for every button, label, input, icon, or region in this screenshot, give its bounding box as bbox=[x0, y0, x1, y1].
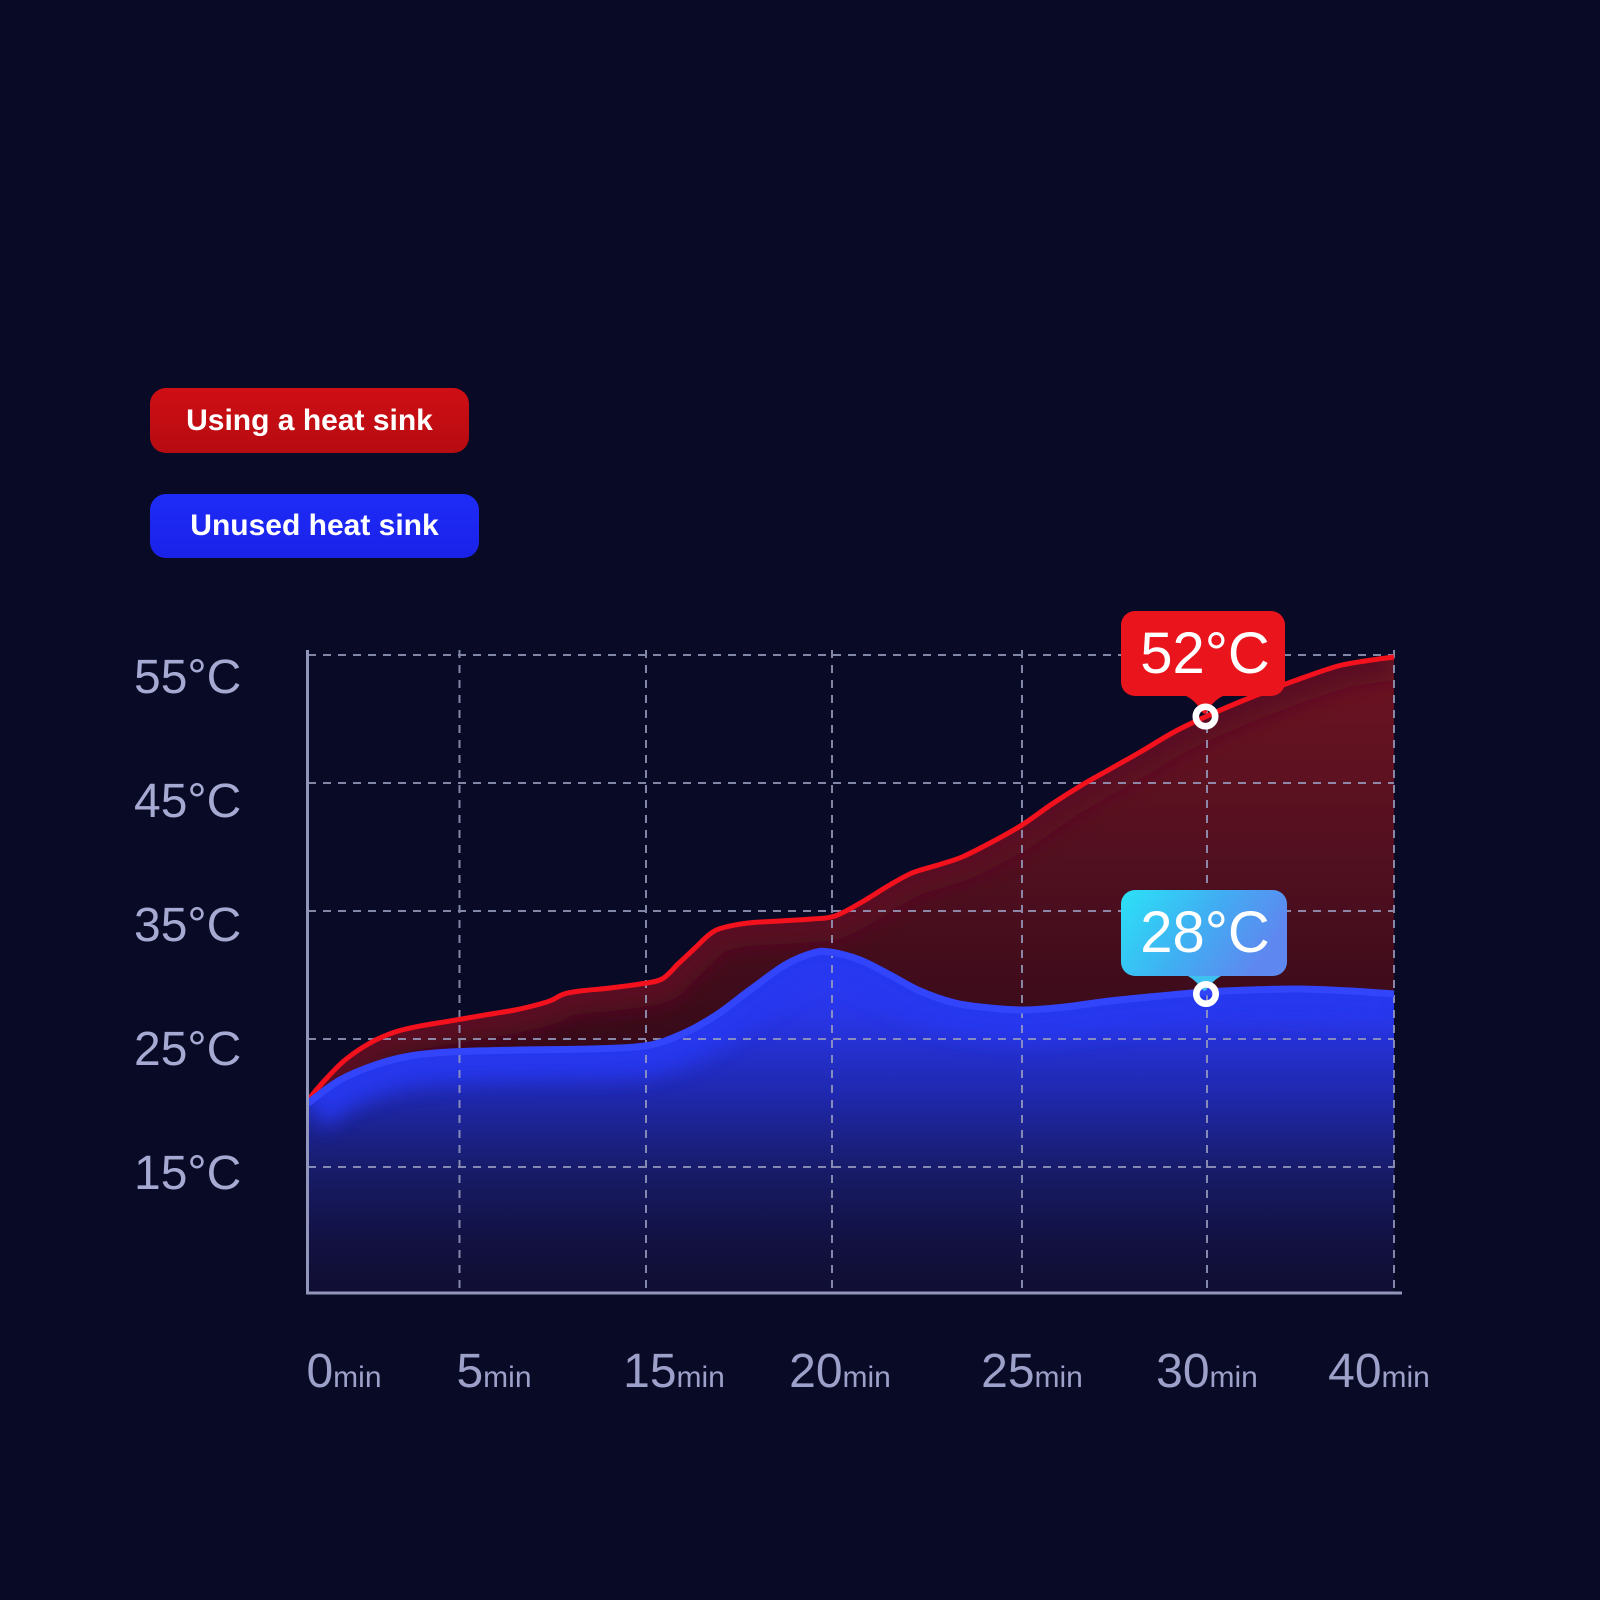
svg-text:5min: 5min bbox=[456, 1345, 531, 1398]
svg-text:55°C: 55°C bbox=[134, 651, 241, 704]
svg-text:15°C: 15°C bbox=[134, 1147, 241, 1200]
svg-text:25°C: 25°C bbox=[134, 1023, 241, 1076]
svg-text:35°C: 35°C bbox=[134, 899, 241, 952]
svg-text:15min: 15min bbox=[623, 1345, 725, 1398]
svg-text:25min: 25min bbox=[981, 1345, 1083, 1398]
svg-text:40min: 40min bbox=[1328, 1345, 1430, 1398]
svg-text:52°C: 52°C bbox=[1140, 621, 1270, 686]
svg-text:30min: 30min bbox=[1156, 1345, 1258, 1398]
svg-text:20min: 20min bbox=[789, 1345, 891, 1398]
svg-text:28°C: 28°C bbox=[1140, 900, 1270, 965]
svg-text:0min: 0min bbox=[306, 1345, 381, 1398]
svg-text:45°C: 45°C bbox=[134, 775, 241, 828]
